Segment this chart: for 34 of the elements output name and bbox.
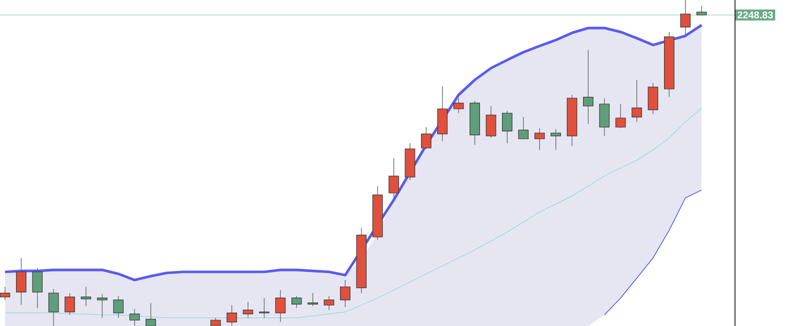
candlestick xyxy=(113,296,124,318)
candlestick xyxy=(129,308,140,326)
candlestick xyxy=(0,286,10,300)
candlestick xyxy=(421,126,432,150)
candlestick xyxy=(696,6,707,16)
candlestick xyxy=(259,298,270,318)
candlestick xyxy=(275,290,286,322)
candlestick xyxy=(648,82,658,114)
candlestick xyxy=(242,302,254,318)
candlestick xyxy=(632,80,642,122)
candlestick xyxy=(599,98,610,136)
candlestick xyxy=(518,116,529,140)
candlestick xyxy=(615,104,626,128)
candlestick xyxy=(308,292,318,306)
candlestick xyxy=(80,286,92,306)
candlestick xyxy=(583,50,594,124)
candlestick xyxy=(16,258,26,306)
candlestick xyxy=(502,110,512,144)
candlestick xyxy=(340,280,350,308)
text: 2248.83 xyxy=(738,11,773,19)
candlestick xyxy=(680,0,691,36)
candlestick xyxy=(550,128,561,150)
candlestick xyxy=(534,128,545,150)
candlestick xyxy=(64,292,75,316)
candlestick xyxy=(388,158,399,198)
candlestick xyxy=(453,98,464,114)
candlestick xyxy=(97,294,108,318)
candlestick xyxy=(48,288,59,326)
candlestick xyxy=(486,106,496,138)
candlestick xyxy=(226,304,237,326)
candlestick xyxy=(291,296,302,308)
candlestick xyxy=(146,302,156,326)
candlestick xyxy=(32,268,43,308)
candlestick xyxy=(324,296,334,310)
